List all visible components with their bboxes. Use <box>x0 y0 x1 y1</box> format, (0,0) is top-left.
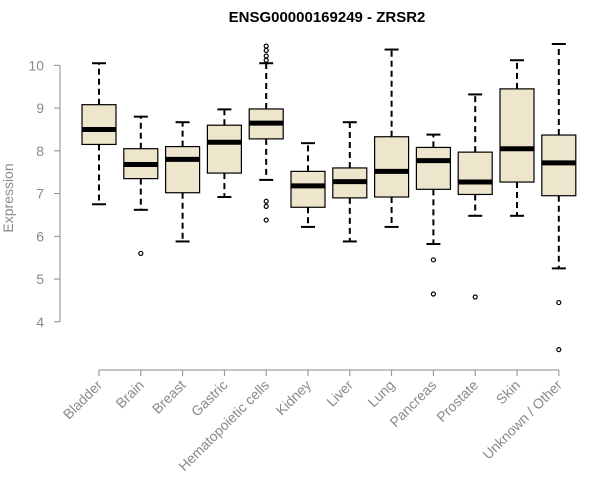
outlier-point <box>430 257 436 263</box>
box-hematopoietic-cells <box>248 43 284 223</box>
outlier-point <box>430 291 436 297</box>
chart-title: ENSG00000169249 - ZRSR2 <box>229 9 426 26</box>
box-iqr <box>374 136 410 198</box>
x-tick-label: Breast <box>149 377 189 417</box>
box-skin <box>499 59 535 217</box>
outlier-point <box>556 346 562 353</box>
box-liver <box>332 121 368 243</box>
x-tick-label: Kidney <box>273 377 315 419</box>
box-iqr <box>541 134 577 197</box>
box-brain <box>123 115 159 257</box>
box-iqr <box>165 145 201 194</box>
box-iqr <box>206 124 242 174</box>
box-gastric <box>206 108 242 199</box>
y-tick-label: 8 <box>36 143 44 159</box>
box-prostate <box>457 93 493 300</box>
y-tick-label: 5 <box>36 271 44 287</box>
outlier-point <box>263 43 269 49</box>
box-bladder <box>81 62 117 206</box>
y-tick-label: 10 <box>28 57 44 73</box>
box-lung <box>374 48 410 228</box>
box-unknown-other <box>541 43 577 353</box>
y-axis-label: Expression <box>0 163 16 232</box>
box-iqr <box>290 170 326 208</box>
x-tick-label: Skin <box>493 377 524 408</box>
y-tick-label: 9 <box>36 100 44 116</box>
box-iqr <box>415 146 451 190</box>
y-tick-label: 4 <box>36 314 44 330</box>
outlier-point <box>263 198 269 204</box>
outlier-point <box>263 217 269 223</box>
box-iqr <box>457 151 493 196</box>
y-axis: 4 5 6 7 8 9 10 <box>28 57 61 330</box>
x-tick-label: Unknown / Other <box>479 377 565 463</box>
y-tick-label: 6 <box>36 228 44 244</box>
outlier-point <box>263 47 269 54</box>
x-tick-label: Lung <box>364 377 397 410</box>
box-breast <box>165 121 201 243</box>
outlier-point <box>556 299 562 306</box>
outlier-point <box>472 294 478 300</box>
outlier-point <box>263 53 269 59</box>
box-pancreas <box>415 133 451 297</box>
box-iqr <box>499 88 535 183</box>
x-tick-label: Liver <box>323 377 356 410</box>
y-tick-label: 7 <box>36 186 44 202</box>
boxes-group <box>81 43 577 353</box>
x-tick-label: Prostate <box>433 377 481 425</box>
outlier-point <box>263 203 269 210</box>
box-kidney <box>290 142 326 228</box>
x-tick-label: Bladder <box>60 377 106 423</box>
x-tick-label: Brain <box>112 377 146 411</box>
outlier-point <box>263 57 269 63</box>
box-iqr <box>81 104 117 146</box>
outlier-point <box>138 250 144 257</box>
